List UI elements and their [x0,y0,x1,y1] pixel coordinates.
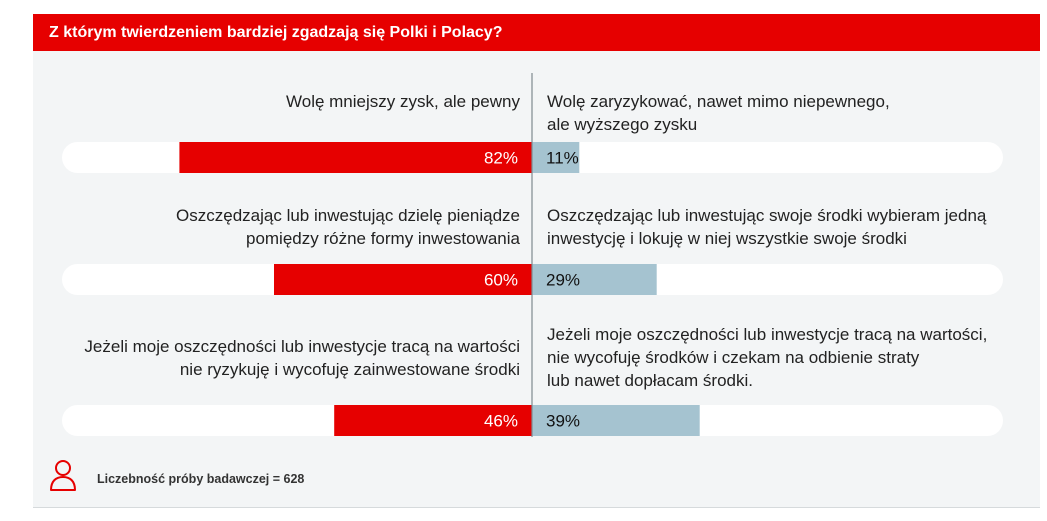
left-bar-value-label: 60% [484,271,518,290]
right-statement: Wolę zaryzykować, nawet mimo niepewnego,… [547,90,890,136]
right-bar-value-label: 29% [546,271,580,290]
right-bar [532,405,700,436]
chart-title: Z którym twierdzeniem bardziej zgadzają … [49,23,503,41]
right-statement: Oszczędzając lub inwestując swoje środki… [547,204,986,250]
bottom-divider [33,507,1040,508]
statement-line: nie ryzykuję i wycofuję zainwestowane śr… [179,360,520,379]
statement-line: lub nawet dopłacam środki. [547,371,754,390]
right-bar [532,264,657,295]
left-bar-value-label: 82% [484,149,518,168]
statement-line: Wolę zaryzykować, nawet mimo niepewnego, [547,92,890,111]
statement-line: Jeżeli moje oszczędności lub inwestycje … [547,325,988,344]
statement-line: inwestycję i lokuję w niej wszystkie swo… [547,229,907,248]
statement-line: nie wycofuję środków i czekam na odbieni… [547,348,920,367]
chart-title-bar: Z którym twierdzeniem bardziej zgadzają … [33,14,1040,51]
right-bar [532,142,580,173]
statement-line: Oszczędzając lub inwestując swoje środki… [547,206,987,225]
left-bar [274,264,532,295]
statement-line: pomiędzy różne formy inwestowania [245,229,520,248]
statement-line: ale wyższego zysku [547,115,698,134]
statement-line: Jeżeli moje oszczędności lub inwestycje … [84,337,520,356]
statement-line: Oszczędzając lub inwestując dzielę pieni… [176,206,520,225]
right-bar-value-label: 39% [546,412,580,431]
left-bar [334,405,532,436]
left-bar-value-label: 46% [484,412,518,431]
person-outline-icon [50,460,76,491]
left-bar [179,142,532,173]
right-statement: Jeżeli moje oszczędności lub inwestycje … [547,323,987,392]
sample-size-note: Liczebność próby badawczej = 628 [97,472,305,486]
left-statement: Jeżeli moje oszczędności lub inwestycje … [84,335,520,381]
right-bar-value-label: 11% [546,149,579,168]
left-statement: Oszczędzając lub inwestując dzielę pieni… [176,204,520,250]
statement-line: Wolę mniejszy zysk, ale pewny [286,92,520,111]
left-statement: Wolę mniejszy zysk, ale pewny [286,90,520,113]
